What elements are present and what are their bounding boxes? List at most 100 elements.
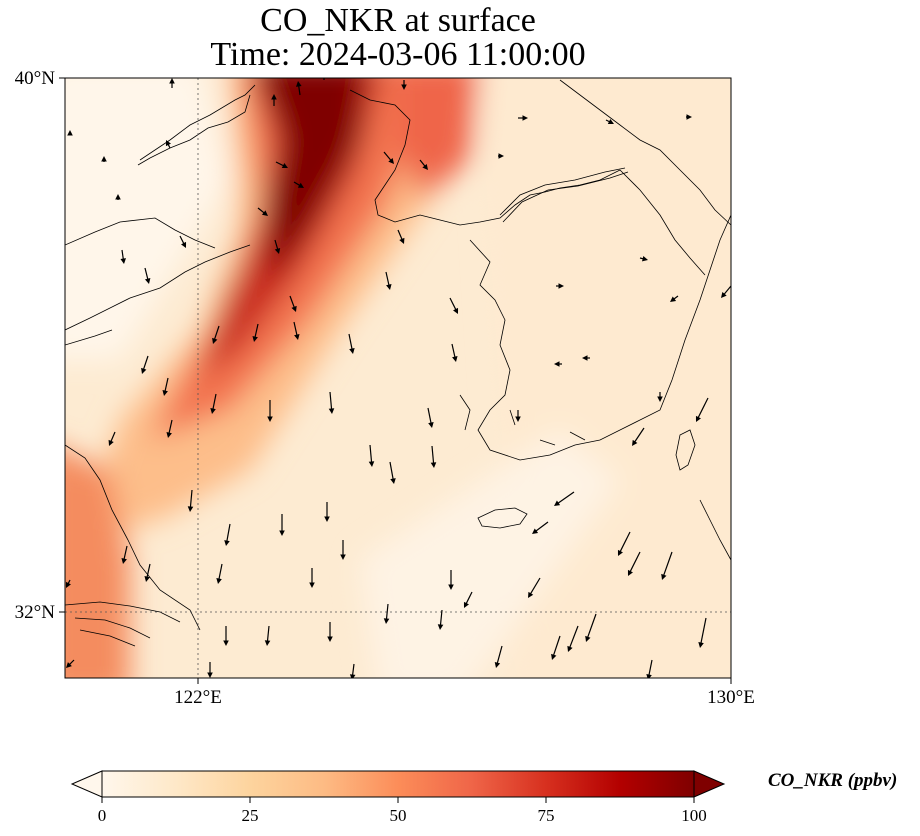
coastline-shandong xyxy=(65,244,251,346)
wind-arrow-shaft xyxy=(628,551,641,574)
wind-arrow-head xyxy=(162,390,168,396)
coastline-liaodong-north xyxy=(137,84,256,166)
wind-arrow-head xyxy=(181,241,187,248)
wind-arrow-head xyxy=(657,396,663,402)
wind-arrow-head xyxy=(108,439,114,446)
wind-arrow-shaft xyxy=(464,591,473,606)
secondary-plume xyxy=(400,78,479,200)
colorbar-tick-label: 50 xyxy=(390,806,407,825)
wind-arrow-head xyxy=(324,516,330,522)
wind-arrow-head xyxy=(264,640,271,646)
wind-arrow-shaft xyxy=(168,419,173,435)
wind-arrow-head xyxy=(646,674,652,678)
wind-arrow-head xyxy=(607,119,614,125)
colorbar-extend-low xyxy=(70,770,103,798)
wind-arrow-head xyxy=(498,153,504,159)
clean-corridor xyxy=(360,430,620,678)
colorbar-tick-label: 75 xyxy=(538,806,555,825)
title-line-time: Time: 2024-03-06 11:00:00 xyxy=(210,36,586,73)
graticule xyxy=(65,78,731,678)
coastline-north-border xyxy=(559,79,731,226)
wind-arrow-head xyxy=(695,415,701,422)
wind-arrow-head xyxy=(212,337,218,344)
wind-arrow-shaft xyxy=(696,397,709,420)
map-title: CO_NKR at surface Time: 2024-03-06 11:00… xyxy=(0,4,796,72)
wind-arrow-head xyxy=(65,581,71,588)
wind-arrow-shaft xyxy=(329,391,333,411)
wind-arrow-head xyxy=(401,84,407,90)
wind-arrow-head xyxy=(641,255,648,262)
wind-arrow-head xyxy=(267,416,273,422)
coastline-yalu-double xyxy=(499,167,629,223)
wind-arrow-shaft xyxy=(142,355,149,372)
wind-arrow-shaft xyxy=(389,461,394,481)
wind-arrow-head xyxy=(515,416,521,422)
wind-arrow-head xyxy=(532,528,539,534)
wind-arrow-head xyxy=(670,296,677,302)
wind-arrow-shaft xyxy=(385,603,389,621)
wind-arrow-shaft xyxy=(213,325,220,342)
wind-arrow-shaft xyxy=(552,635,561,658)
wind-arrow-shaft xyxy=(293,321,298,337)
wind-arrow-head xyxy=(120,258,126,264)
wind-arrow-shaft xyxy=(189,489,193,509)
lon-axis: 122°E 130°E xyxy=(174,678,755,708)
wind-arrow-shaft xyxy=(534,521,549,533)
coastline-korea-islands xyxy=(459,394,586,446)
wind-arrow-shaft xyxy=(369,444,373,464)
wind-arrow-head xyxy=(327,636,333,642)
wind-arrow-shaft xyxy=(586,613,597,640)
coastline-jiangsu xyxy=(65,444,201,631)
wind-arrow-head xyxy=(383,618,390,624)
wind-arrow-head xyxy=(617,549,623,556)
wind-arrow-head xyxy=(721,291,727,298)
wind-arrow-head xyxy=(558,283,564,289)
wind-arrow-shaft xyxy=(449,297,458,312)
wind-arrow-shaft xyxy=(218,563,223,581)
wind-arrow-head xyxy=(207,672,213,678)
colorbar-tick-label: 0 xyxy=(98,806,107,825)
colorbar: 0 25 50 75 100 xyxy=(70,770,726,825)
wind-arrow-head xyxy=(567,645,573,652)
wind-arrow-head xyxy=(279,530,285,536)
wind-arrow-shaft xyxy=(556,491,575,505)
lon-tick-label-130: 130°E xyxy=(707,687,755,708)
wind-arrow-head xyxy=(448,584,454,590)
wind-arrow-shaft xyxy=(529,577,541,596)
coastline-east-sea xyxy=(619,169,706,276)
coastline-kyushu xyxy=(699,499,731,561)
wind-arrow-head xyxy=(632,439,638,446)
coastal-band xyxy=(65,450,130,678)
wind-arrow-head xyxy=(528,591,534,598)
wind-arrow-head xyxy=(554,361,560,367)
concentration-field xyxy=(65,78,731,678)
coastlines xyxy=(65,79,731,647)
wind-arrow-head xyxy=(399,237,405,244)
wind-arrow-shaft xyxy=(254,323,259,339)
coastline-liaoning-korea xyxy=(349,89,621,226)
wind-arrow-head xyxy=(66,662,72,668)
wind-arrow-head xyxy=(422,163,428,170)
wind-arrow-head xyxy=(169,78,175,84)
colorbar-tick-label: 100 xyxy=(681,806,707,825)
wind-arrow-head xyxy=(585,635,591,642)
wind-arrow-head xyxy=(252,336,258,342)
wind-arrow-head xyxy=(368,461,375,467)
wind-arrow-head xyxy=(121,558,127,564)
wind-arrow-head xyxy=(582,355,588,361)
colorbar-gradient xyxy=(102,771,694,797)
wind-arrow-head xyxy=(224,540,230,546)
wind-arrow-shaft xyxy=(225,523,231,543)
wind-arrow-head xyxy=(494,661,501,668)
wind-arrow-shaft xyxy=(618,531,631,554)
coastline-yangtze xyxy=(65,601,181,647)
wind-arrow-shaft xyxy=(496,645,503,665)
map-frame xyxy=(64,77,732,679)
colorbar-ticks: 0 25 50 75 100 xyxy=(98,797,707,825)
coastline-korea-west xyxy=(469,214,731,461)
wind-arrow-head xyxy=(388,157,394,164)
wind-arrow-shaft xyxy=(662,551,673,578)
wind-arrow-shaft xyxy=(164,377,169,393)
wind-arrow-head xyxy=(661,573,667,580)
wind-arrow-head xyxy=(349,674,356,678)
